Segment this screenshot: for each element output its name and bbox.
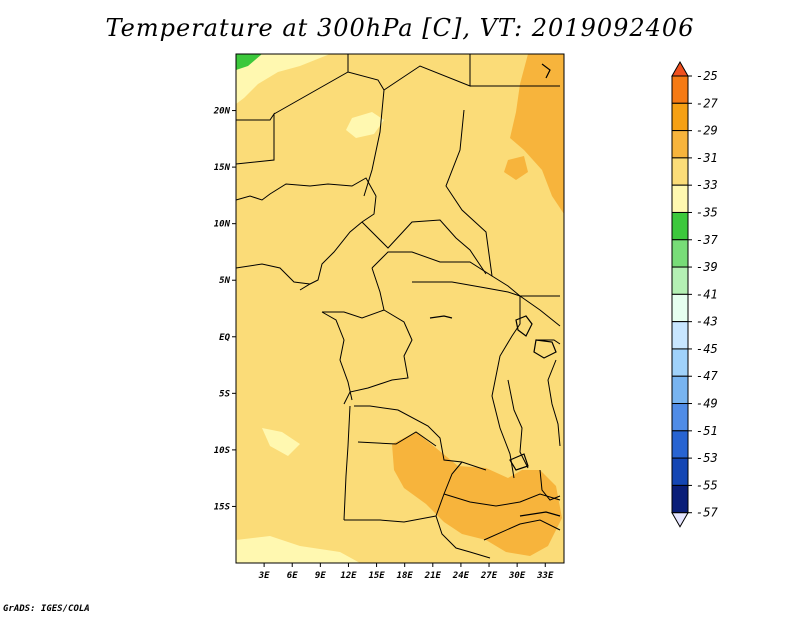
colorbar-swatch xyxy=(671,102,689,132)
lon-tick-label: 6E xyxy=(287,571,298,581)
lat-tick-label: EQ xyxy=(219,333,230,343)
lat-tick-label: 15N xyxy=(214,163,231,173)
colorbar-swatch xyxy=(671,266,689,295)
colorbar-label: -55 xyxy=(696,478,718,492)
latitude-axis: 20N 15N 10N 5N EQ 5S 10S 15S xyxy=(213,107,236,512)
colorbar-bottom-arrow xyxy=(671,512,689,528)
map-frame xyxy=(235,53,565,564)
colorbar-label: -31 xyxy=(696,151,718,165)
lon-tick-label: 18E xyxy=(397,571,414,581)
colorbar-label: -33 xyxy=(696,178,718,192)
colorbar-swatch xyxy=(671,403,689,432)
map-title: Temperature at 300hPa [C], VT: 201909240… xyxy=(105,14,695,42)
colorbar-swatch xyxy=(671,430,689,459)
contour-cool-patch xyxy=(346,112,384,138)
colorbar-swatch xyxy=(671,130,689,159)
colorbar-swatch xyxy=(671,184,689,213)
colorbar-label: -51 xyxy=(696,424,718,438)
colorbar-label: -39 xyxy=(696,260,718,274)
colorbar: -25 -27 -29 -31 -33 -35 -37 -39 -41 -43 -45 -47 -49 -… xyxy=(671,60,718,528)
colorbar-label: -47 xyxy=(696,369,718,383)
colorbar-swatch xyxy=(671,321,689,350)
lat-tick-label: 20N xyxy=(213,107,231,117)
lon-tick-label: 24E xyxy=(452,571,470,581)
colorbar-swatch xyxy=(671,157,689,186)
colorbar-swatch xyxy=(671,375,689,405)
lon-tick-label: 33E xyxy=(536,571,554,581)
lon-tick-label: 21E xyxy=(424,571,442,581)
contour-warm-southeast xyxy=(392,432,562,556)
contour-cool-northwest xyxy=(236,54,330,104)
contour-cool-southwest xyxy=(236,536,360,563)
country-borders xyxy=(235,54,561,559)
colorbar-label: -53 xyxy=(696,451,718,465)
lon-tick-label: 30E xyxy=(508,571,526,581)
colorbar-swatch xyxy=(671,293,689,323)
contour-warm-east xyxy=(510,54,564,214)
lat-tick-label: 5N xyxy=(219,276,230,286)
longitude-axis: 3E 6E 9E 12E 15E 18E 21E 24E 27E 30E 33E xyxy=(258,563,554,581)
grads-credit: GrADS: IGES/COLA xyxy=(3,604,90,614)
colorbar-label: -45 xyxy=(696,342,718,356)
colorbar-label: -27 xyxy=(696,96,718,110)
lat-tick-label: 10S xyxy=(214,446,231,456)
colorbar-swatch xyxy=(671,484,689,514)
colorbar-swatch xyxy=(671,75,689,104)
colorbar-label: -43 xyxy=(696,315,718,329)
lon-tick-label: 3E xyxy=(258,571,270,581)
colorbar-label: -25 xyxy=(696,69,718,83)
colorbar-swatch xyxy=(671,348,689,377)
lon-tick-label: 27E xyxy=(480,571,498,581)
map-panel: 3E 6E 9E 12E 15E 18E 21E 24E 27E 30E 33E 20N 15N 10N… xyxy=(213,53,565,581)
colorbar-label: -49 xyxy=(696,397,718,411)
colorbar-top-arrow xyxy=(671,60,689,77)
lon-tick-label: 15E xyxy=(368,571,385,581)
lon-tick-label: 9E xyxy=(315,571,326,581)
contour-green-corner xyxy=(236,54,262,70)
colorbar-label: -35 xyxy=(696,205,718,219)
contour-warm-east-small xyxy=(504,156,528,180)
colorbar-label: -57 xyxy=(696,506,718,520)
colorbar-swatch xyxy=(671,211,689,241)
lakes xyxy=(429,63,561,517)
lat-tick-label: 10N xyxy=(214,220,231,230)
lat-tick-label: 15S xyxy=(214,502,231,512)
colorbar-label: -41 xyxy=(696,287,718,301)
lon-tick-label: 12E xyxy=(340,571,357,581)
lat-tick-label: 5S xyxy=(219,389,230,399)
colorbar-label: -29 xyxy=(696,124,718,138)
colorbar-swatch xyxy=(671,457,689,486)
contour-cool-patch-sw xyxy=(262,428,300,456)
colorbar-label: -37 xyxy=(696,233,718,247)
colorbar-swatch xyxy=(671,239,689,268)
